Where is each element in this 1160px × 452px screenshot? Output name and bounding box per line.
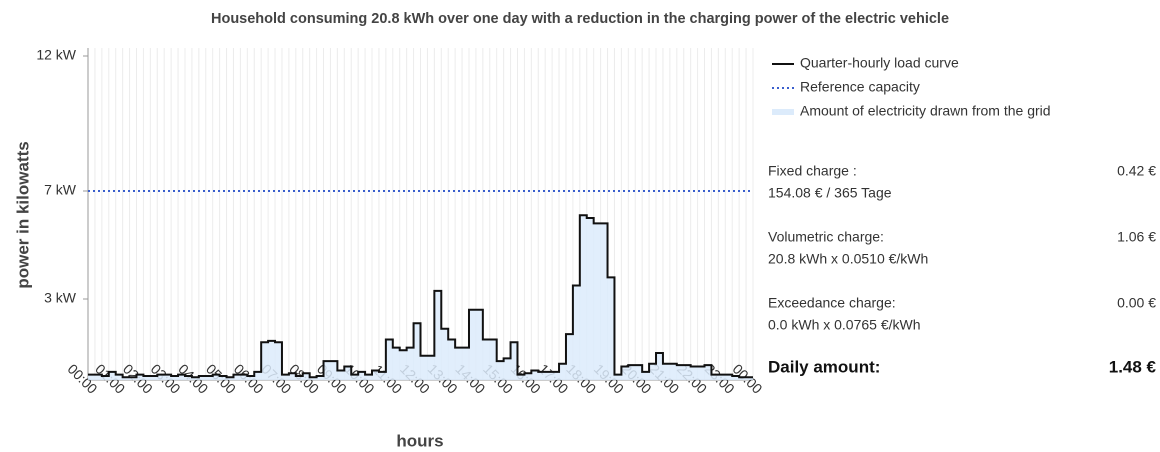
charge-label: Volumetric charge: [768,229,884,245]
charge-detail: 0.0 kWh x 0.0765 €/kWh [768,317,921,333]
chart-title: Household consuming 20.8 kWh over one da… [211,11,949,27]
charge-label: Exceedance charge: [768,295,896,311]
legend-label: Reference capacity [800,79,920,95]
total-amount: 1.48 € [1109,357,1157,376]
grid-draw-area [88,215,753,380]
charge-detail: 154.08 € / 365 Tage [768,185,892,201]
x-axis-title: hours [396,431,443,450]
legend-label: Quarter-hourly load curve [800,55,959,71]
total-label: Daily amount: [768,357,880,376]
y-tick-label: 7 kW [44,182,77,198]
y-axis-title: power in kilowatts [13,141,32,288]
charge-amount: 0.00 € [1117,295,1156,311]
legend-label: Amount of electricity drawn from the gri… [800,103,1051,119]
charge-amount: 1.06 € [1117,229,1156,245]
y-tick-label: 12 kW [36,47,76,63]
charge-label: Fixed charge : [768,163,857,179]
load-curve [88,214,753,379]
y-tick-label: 3 kW [44,290,77,306]
charge-amount: 0.42 € [1117,163,1156,179]
charge-detail: 20.8 kWh x 0.0510 €/kWh [768,251,928,267]
